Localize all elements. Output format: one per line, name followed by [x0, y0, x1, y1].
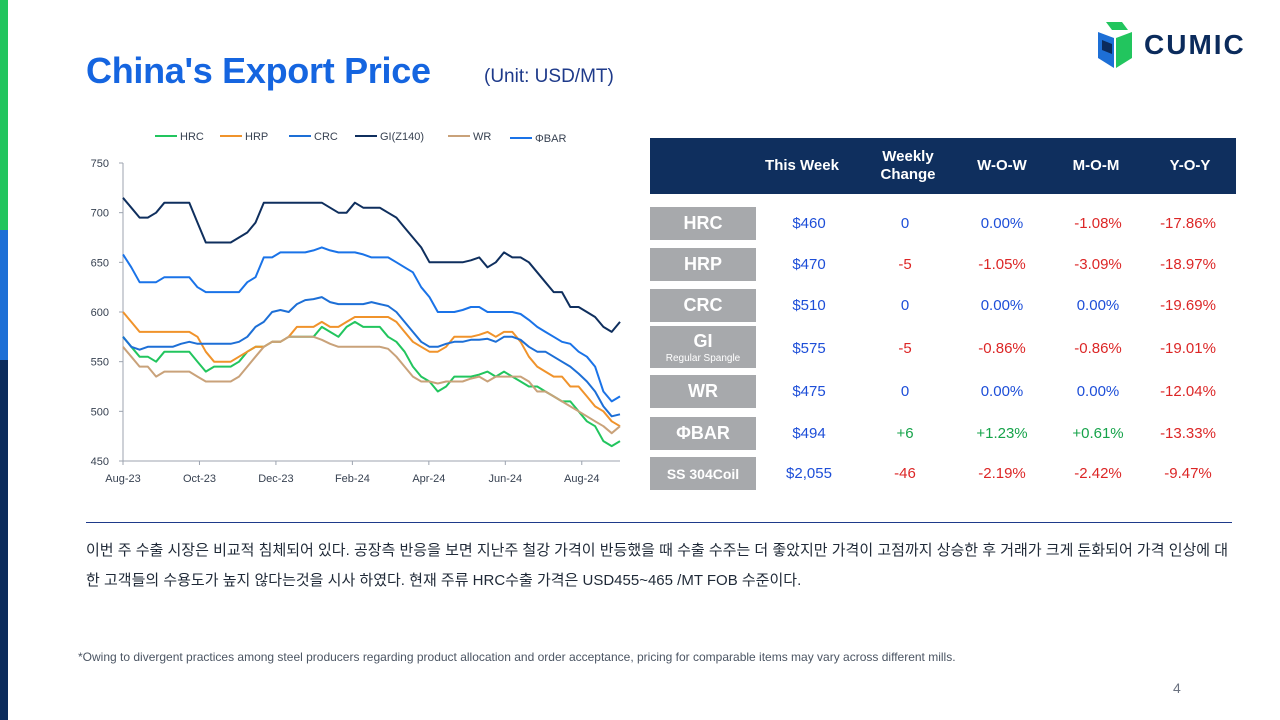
- series-line: [122, 296, 621, 418]
- cell-yoy: -19.69%: [1160, 297, 1216, 314]
- header-wow: W-O-W: [977, 157, 1027, 174]
- x-tick-label: Aug-24: [564, 473, 599, 485]
- cell-this-week: $470: [792, 256, 826, 273]
- cell-wow: -1.05%: [978, 256, 1026, 273]
- cell-weekly: 0: [900, 215, 910, 232]
- cell-yoy: -18.97%: [1160, 256, 1216, 273]
- legend-label: HRP: [245, 131, 268, 143]
- row-label: CRC: [650, 289, 756, 322]
- y-tick-label: 650: [91, 257, 109, 269]
- series-line: [122, 246, 621, 403]
- series-line: [122, 320, 621, 448]
- y-tick-label: 750: [91, 158, 109, 170]
- table-header: This Week Weekly Change W-O-W M-O-M Y-O-…: [650, 138, 1236, 194]
- x-tick-label: Jun-24: [488, 473, 522, 485]
- cumic-logo: CUMIC: [1096, 20, 1256, 70]
- y-tick-label: 500: [91, 406, 109, 418]
- cell-mom: -1.08%: [1074, 215, 1122, 232]
- row-label: HRC: [650, 207, 756, 240]
- y-tick-label: 450: [91, 456, 109, 468]
- cell-yoy: -9.47%: [1164, 465, 1212, 482]
- y-tick-label: 700: [91, 208, 109, 220]
- market-summary: 이번 주 수출 시장은 비교적 침체되어 있다. 공장측 반응을 보면 지난주 …: [86, 542, 1229, 589]
- row-label: HRP: [650, 248, 756, 281]
- row-label-text: SS 304Coil: [666, 465, 740, 482]
- cell-weekly: -5: [898, 256, 912, 273]
- cell-wow: 0.00%: [980, 297, 1024, 314]
- cell-wow: 0.00%: [980, 215, 1024, 232]
- x-tick-label: Oct-23: [183, 473, 216, 485]
- row-label-text: HRC: [683, 213, 723, 233]
- series-line: [122, 335, 621, 435]
- divider: [86, 522, 1232, 523]
- cell-weekly: -5: [898, 340, 912, 357]
- legend-label: CRC: [314, 131, 338, 143]
- legend-label: ΦBAR: [535, 133, 566, 145]
- export-price-line-chart: HRC HRP CRC GI(Z140) WR ΦBAR 450 500 550 600 650 7…: [91, 131, 621, 485]
- cell-wow: +1.23%: [976, 425, 1028, 442]
- row-label-text: HRP: [683, 254, 722, 274]
- left-accent-stripe: [0, 0, 14, 720]
- row-label: ΦBAR: [650, 417, 756, 450]
- header-weekly-change: Weekly Change: [880, 148, 936, 183]
- row-label-text: GI: [693, 330, 713, 351]
- row-label: GI Regular Spangle: [650, 326, 756, 368]
- cell-weekly: 0: [900, 383, 910, 400]
- cell-this-week: $575: [792, 340, 826, 357]
- cell-yoy: -12.04%: [1160, 383, 1216, 400]
- cell-yoy: -19.01%: [1160, 340, 1216, 357]
- y-tick-label: 600: [91, 307, 109, 319]
- cell-weekly: 0: [900, 297, 910, 314]
- cell-mom: -2.42%: [1074, 465, 1122, 482]
- cell-mom: -0.86%: [1074, 340, 1122, 357]
- cell-this-week: $510: [792, 297, 826, 314]
- cell-weekly: -46: [894, 465, 916, 482]
- legend-label: GI(Z140): [380, 131, 424, 143]
- legend-label: HRC: [180, 131, 204, 143]
- cell-mom: 0.00%: [1076, 383, 1120, 400]
- cell-weekly: +6: [896, 425, 914, 442]
- row-label: SS 304Coil: [650, 457, 756, 490]
- page-title: China's Export Price: [86, 50, 431, 91]
- row-label: WR: [650, 375, 756, 408]
- cell-wow: -0.86%: [978, 340, 1026, 357]
- series-line: [122, 197, 621, 333]
- row-label-text: ΦBAR: [676, 423, 730, 443]
- cell-this-week: $475: [792, 383, 826, 400]
- cell-mom: -3.09%: [1074, 256, 1122, 273]
- cell-mom: 0.00%: [1076, 297, 1120, 314]
- page-number: 4: [1173, 680, 1181, 696]
- x-tick-label: Dec-23: [258, 473, 293, 485]
- legend-label: WR: [473, 131, 491, 143]
- cell-yoy: -17.86%: [1160, 215, 1216, 232]
- header-this-week: This Week: [765, 157, 839, 174]
- header-mom: M-O-M: [1072, 157, 1120, 174]
- x-tick-label: Feb-24: [335, 473, 370, 485]
- row-label-text: WR: [688, 381, 718, 401]
- cell-wow: 0.00%: [980, 383, 1024, 400]
- cumic-logo-text: CUMIC: [1144, 29, 1246, 60]
- row-label-subtext: Regular Spangle: [665, 352, 741, 364]
- cell-mom: +0.61%: [1072, 425, 1124, 442]
- cell-wow: -2.19%: [978, 465, 1026, 482]
- cell-yoy: -13.33%: [1160, 425, 1216, 442]
- cell-this-week: $2,055: [786, 465, 832, 482]
- row-label-text: CRC: [683, 295, 723, 315]
- x-tick-label: Aug-23: [105, 473, 140, 485]
- cumic-logo-icon: [1098, 22, 1132, 68]
- cell-this-week: $494: [792, 425, 826, 442]
- cell-this-week: $460: [792, 215, 826, 232]
- unit-label: (Unit: USD/MT): [484, 66, 614, 87]
- series-line: [122, 311, 621, 428]
- y-tick-label: 550: [91, 357, 109, 369]
- header-yoy: Y-O-Y: [1169, 157, 1211, 174]
- x-tick-label: Apr-24: [412, 473, 445, 485]
- footnote: *Owing to divergent practices among stee…: [78, 650, 956, 664]
